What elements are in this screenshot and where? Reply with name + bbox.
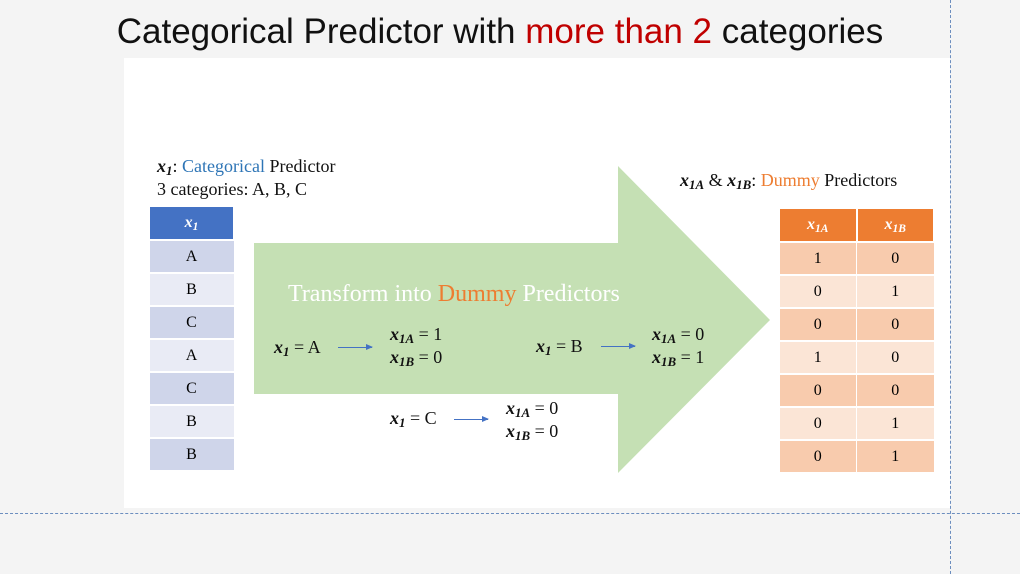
- dummy-cell: 1: [856, 439, 935, 473]
- mapping-b-r1: x1A = 0: [652, 324, 705, 347]
- x1-table: x1 A B C A C B B: [149, 206, 234, 470]
- slide-title: Categorical Predictor with more than 2 c…: [0, 12, 1000, 52]
- transform-arrow-shape: [254, 166, 770, 473]
- mapping-a-r1: x1A = 1: [390, 324, 443, 347]
- dummy-cell: 0: [778, 274, 857, 309]
- dummy-label: x1A & x1B: Dummy Predictors: [680, 170, 898, 193]
- mapping-b-r2: x1B = 1: [652, 347, 705, 370]
- dummy-cell: 0: [856, 241, 935, 276]
- transform-caption: Transform into Dummy Predictors: [288, 281, 620, 307]
- mapping-a-r2: x1B = 0: [390, 347, 443, 370]
- x1-label: x1: Categorical Predictor: [157, 156, 336, 179]
- dummy-cell: 1: [856, 406, 935, 441]
- x1-cell: B: [149, 437, 234, 470]
- transform-arrow: [254, 166, 770, 473]
- title-part1: Categorical Predictor with: [116, 12, 526, 51]
- guide-line-horizontal: [0, 513, 1020, 514]
- x1-cell: A: [149, 338, 234, 372]
- x1-cell: B: [149, 272, 234, 306]
- mapping-b-lhs: x1 = B: [536, 336, 583, 359]
- mapping-a-arrow: [338, 344, 373, 350]
- x1-header: x1: [149, 206, 234, 241]
- title-highlight: more than 2: [525, 12, 713, 51]
- mapping-c-arrow: [454, 416, 489, 422]
- x1b-header: x1B: [855, 209, 935, 242]
- mapping-c-r1: x1A = 0: [506, 398, 559, 421]
- dummy-cell: 0: [856, 307, 935, 342]
- guide-line-vertical: [950, 0, 951, 574]
- dummy-cell: 1: [856, 274, 935, 309]
- x1a-header: x1A: [778, 209, 858, 242]
- mapping-c-lhs: x1 = C: [390, 408, 437, 431]
- dummy-cell: 1: [778, 241, 857, 276]
- mapping-c-r2: x1B = 0: [506, 421, 559, 444]
- dummy-cell: 0: [856, 373, 935, 408]
- x1-cell: A: [149, 239, 234, 273]
- dummy-cell: 1: [778, 340, 857, 375]
- dummy-cell: 0: [778, 373, 857, 408]
- x1-cell: C: [149, 305, 234, 339]
- mapping-a-lhs: x1 = A: [274, 337, 321, 360]
- dummy-cell: 0: [778, 307, 857, 342]
- title-part2: categories: [712, 12, 884, 51]
- dummy-cell: 0: [778, 406, 857, 441]
- x1-cell: B: [149, 404, 234, 438]
- mapping-b-arrow: [601, 343, 636, 349]
- categories-label: 3 categories: A, B, C: [157, 179, 307, 199]
- x1-cell: C: [149, 371, 234, 405]
- dummy-cell: 0: [856, 340, 935, 375]
- dummy-cell: 0: [778, 439, 857, 473]
